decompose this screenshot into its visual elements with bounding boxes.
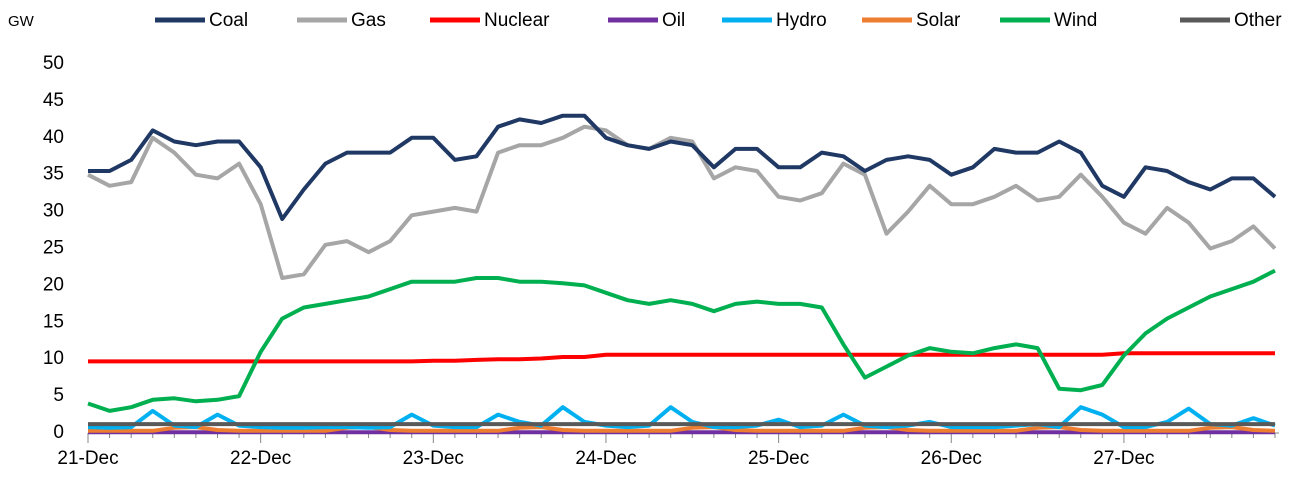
legend-label: Solar: [916, 10, 961, 31]
legend-label: Nuclear: [484, 10, 550, 31]
series-line: [87, 268, 1276, 413]
y-tick-label: 35: [43, 164, 64, 185]
y-tick-label: 20: [43, 274, 64, 295]
y-axis-label: GW: [8, 13, 35, 30]
y-tick-label: 40: [43, 127, 64, 148]
series-line: [87, 124, 1277, 280]
x-tick-label: 24-Dec: [575, 448, 636, 469]
legend-label: Gas: [351, 10, 386, 31]
x-tick-label: 21-Dec: [57, 448, 118, 469]
y-tick-label: 5: [53, 385, 64, 406]
y-tick-label: 30: [43, 201, 64, 222]
x-tick-label: 27-Dec: [1093, 448, 1154, 469]
y-tick-label: 45: [43, 90, 64, 111]
series-line: [88, 425, 1276, 433]
y-tick-label: 25: [43, 238, 64, 259]
y-tick-label: 50: [43, 53, 64, 74]
x-tick-label: 26-Dec: [921, 448, 982, 469]
legend-label: Coal: [209, 10, 248, 31]
series-line: [88, 351, 1275, 364]
x-tick-label: 23-Dec: [403, 448, 464, 469]
y-tick-label: 0: [53, 422, 64, 443]
legend-label: Other: [1234, 10, 1282, 31]
legend-label: Wind: [1054, 10, 1097, 31]
x-tick-label: 22-Dec: [230, 448, 291, 469]
series-line: [88, 113, 1277, 221]
y-tick-label: 10: [43, 348, 64, 369]
legend-label: Hydro: [776, 10, 827, 31]
x-tick-label: 25-Dec: [748, 448, 809, 469]
legend-label: Oil: [662, 10, 685, 31]
series-line: [87, 405, 1276, 430]
y-tick-label: 15: [43, 311, 64, 332]
